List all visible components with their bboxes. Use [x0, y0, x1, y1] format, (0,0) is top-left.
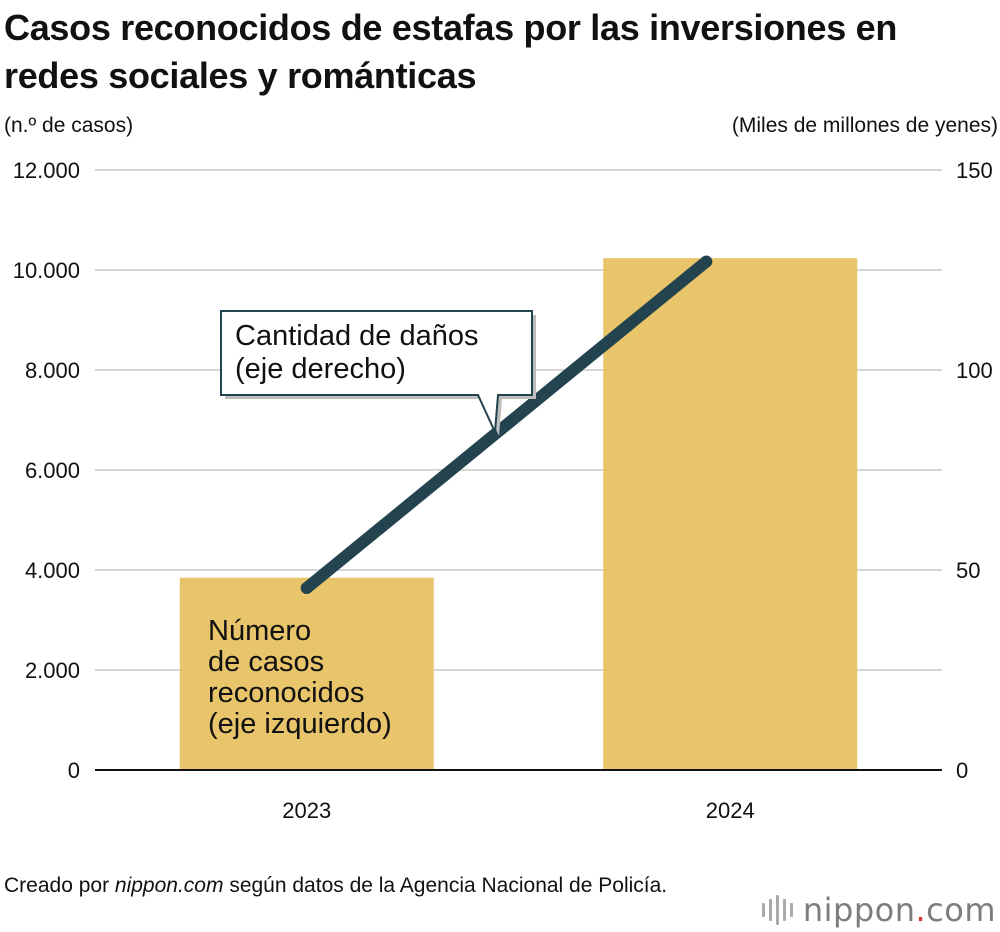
- x-tick-label: 2023: [282, 798, 331, 823]
- bar-series-label: Número: [208, 615, 311, 647]
- x-tick-label: 2024: [706, 798, 755, 823]
- left-y-tick-label: 12.000: [13, 158, 80, 183]
- nippon-logo: nippon.com: [760, 890, 996, 930]
- left-y-tick-label: 2.000: [25, 658, 80, 683]
- line-series-label: (eje derecho): [235, 353, 406, 385]
- source-suffix: según datos de la Agencia Nacional de Po…: [223, 874, 668, 897]
- line-point: [300, 582, 313, 594]
- left-axis-unit-label: (n.º de casos): [4, 114, 134, 137]
- combo-chart: 0 2.000 4.000 6.000 8.000 10.000 12.000 0 50 100 1…: [13, 158, 993, 823]
- left-y-tick-label: 0: [68, 758, 80, 783]
- left-y-tick-label: 6.000: [25, 458, 80, 483]
- line-series-callout: [220, 310, 533, 436]
- right-y-tick-label: 150: [956, 158, 993, 183]
- logo-name: nippon: [802, 891, 916, 929]
- series-line: [300, 255, 713, 594]
- source-note: Creado por nippon.com según datos de la …: [4, 872, 704, 899]
- logo-dot: .: [915, 891, 927, 929]
- line-point: [700, 255, 713, 268]
- right-y-tick-label: 50: [956, 558, 980, 583]
- left-y-tick-label: 8.000: [25, 358, 80, 383]
- right-y-tick-label: 0: [956, 758, 968, 783]
- bar: [179, 577, 434, 770]
- chart-title: Casos reconocidos de estafas por las inv…: [4, 7, 898, 96]
- right-axis-unit-label: (Miles de millones de yenes): [731, 114, 998, 137]
- line-series-label: Cantidad de daños: [235, 320, 478, 352]
- right-y-tick-label: 100: [956, 358, 993, 383]
- bar: [603, 258, 858, 770]
- logo-wordmark: nippon.com: [803, 891, 996, 929]
- left-y-tick-label: 10.000: [13, 258, 80, 283]
- bar-series-label: (eje izquierdo): [208, 708, 392, 740]
- left-y-tick-label: 4.000: [25, 558, 80, 583]
- source-site: nippon.com: [114, 874, 224, 897]
- nippon-waveform-logo-icon: [760, 895, 795, 925]
- logo-tld: com: [926, 891, 996, 929]
- bar-series-label: de casos: [208, 646, 324, 678]
- bar-series-label: reconocidos: [208, 677, 364, 709]
- source-prefix: Creado por: [4, 874, 115, 897]
